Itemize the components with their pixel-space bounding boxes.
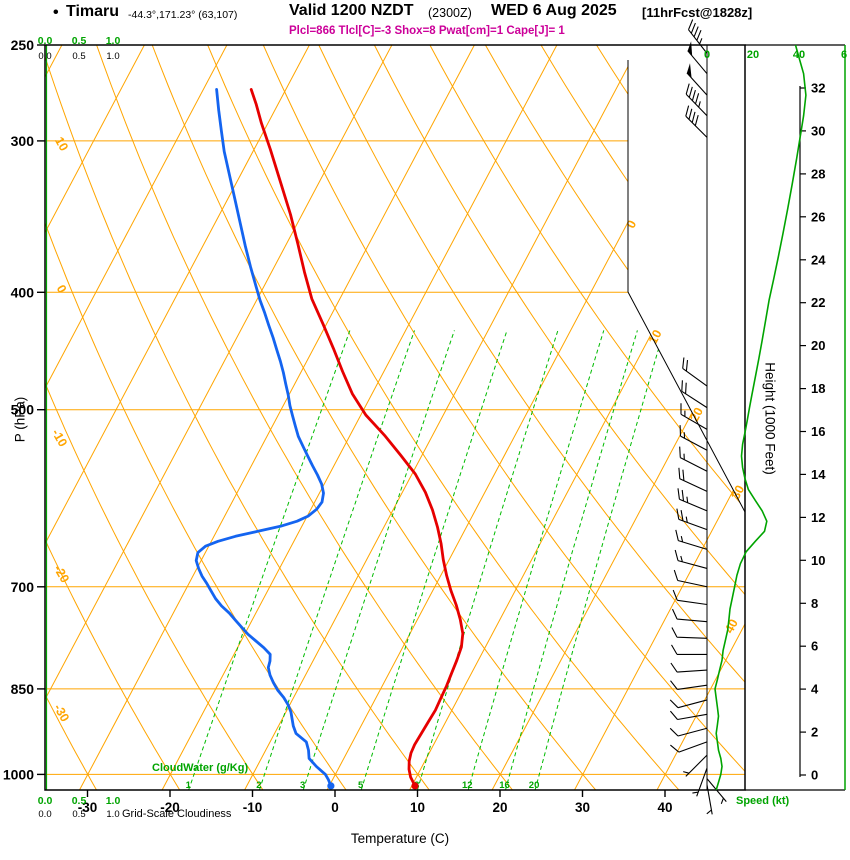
svg-text:700: 700 (11, 579, 35, 595)
valid-zulu-time: (2300Z) (428, 6, 472, 20)
svg-text:6: 6 (841, 49, 847, 61)
svg-text:-10: -10 (243, 800, 263, 815)
dewpoint-surface-dot (327, 782, 335, 790)
svg-text:0: 0 (331, 800, 339, 815)
station-coords: -44.3°,171.23° (63,107) (128, 9, 238, 21)
svg-text:1.0: 1.0 (106, 809, 119, 820)
svg-text:16: 16 (811, 424, 825, 439)
svg-text:0.0: 0.0 (38, 51, 51, 62)
svg-text:24: 24 (811, 252, 826, 267)
svg-text:30: 30 (811, 123, 825, 138)
svg-text:2: 2 (811, 725, 818, 740)
svg-text:8: 8 (811, 596, 818, 611)
svg-text:0.5: 0.5 (72, 795, 87, 807)
cloud-scales: 0.0 0.0 0.0 0.0 0.5 0.5 0.5 0.5 1.0 1.0 1.0 1.0 (38, 35, 121, 820)
temperature-axis-label: Temperature (C) (350, 831, 450, 846)
cloudiness-axis-label: Grid-Scale Cloudiness (122, 808, 232, 820)
svg-text:20: 20 (529, 780, 540, 791)
svg-text:0: 0 (624, 218, 640, 231)
plot-frame (44, 44, 746, 791)
svg-text:16: 16 (499, 780, 510, 791)
forecast-hour: [11hrFcst@1828z] (642, 5, 753, 20)
svg-text:12: 12 (462, 780, 473, 791)
valid-time: Valid 1200 NZDT (289, 2, 414, 19)
wind-speed-trace (714, 44, 807, 791)
svg-text:20: 20 (687, 405, 706, 424)
height-axis-label: Height (1000 Feet) (762, 362, 778, 475)
svg-text:30: 30 (728, 483, 747, 502)
svg-text:4: 4 (811, 682, 819, 697)
svg-text:32: 32 (811, 81, 825, 96)
svg-text:0.0: 0.0 (38, 809, 51, 820)
svg-text:40: 40 (657, 800, 672, 815)
svg-text:1: 1 (186, 780, 192, 791)
svg-text:0.5: 0.5 (72, 51, 85, 62)
svg-text:10: 10 (410, 800, 425, 815)
svg-text:20: 20 (811, 338, 825, 353)
temperature-axis: -30 -20 -10 0 10 20 30 40 (78, 790, 673, 815)
speed-axis-label: Speed (kt) (736, 795, 790, 807)
svg-text:10: 10 (52, 134, 71, 153)
svg-text:0.0: 0.0 (38, 35, 53, 47)
svg-text:850: 850 (11, 681, 35, 697)
svg-text:1.0: 1.0 (106, 795, 121, 807)
svg-text:3: 3 (300, 780, 305, 791)
svg-text:20: 20 (747, 49, 759, 61)
svg-text:10: 10 (646, 327, 665, 346)
temperature-trace (249, 88, 465, 788)
svg-text:0.5: 0.5 (72, 809, 85, 820)
svg-text:-10: -10 (49, 427, 70, 450)
svg-text:-20: -20 (160, 800, 180, 815)
svg-text:1000: 1000 (3, 766, 34, 782)
stability-indices: Plcl=866 Tlcl[C]=-3 Shox=8 Pwat[cm]=1 Ca… (289, 25, 565, 37)
svg-text:0.5: 0.5 (72, 35, 87, 47)
cloudwater-axis-label: CloudWater (g/Kg) (152, 762, 249, 774)
svg-text:0.0: 0.0 (38, 795, 53, 807)
svg-text:-30: -30 (78, 800, 98, 815)
pressure-axis-label: P (hPa) (12, 396, 28, 443)
station-name: Timaru (66, 3, 120, 20)
svg-text:40: 40 (793, 49, 805, 61)
pressure-axis: 250 300 400 500 700 850 1000 (3, 37, 45, 782)
svg-text:30: 30 (575, 800, 590, 815)
svg-text:0: 0 (54, 282, 70, 295)
svg-text:10: 10 (811, 553, 825, 568)
svg-text:400: 400 (11, 284, 35, 300)
wind-barbs (669, 19, 727, 815)
svg-text:1.0: 1.0 (106, 51, 119, 62)
dewpoint-trace (194, 88, 333, 788)
station-bullet-icon: • (53, 4, 59, 21)
svg-text:250: 250 (11, 37, 35, 53)
speed-scale: 0 20 40 6 (704, 49, 847, 61)
svg-text:18: 18 (811, 381, 825, 396)
grid-labels: 12358121620010203040100-10-20-30 (49, 134, 747, 791)
svg-text:40: 40 (722, 617, 741, 636)
temperature-surface-dot (411, 782, 419, 790)
svg-text:20: 20 (492, 800, 507, 815)
svg-text:0: 0 (704, 49, 710, 61)
valid-date: WED 6 Aug 2025 (491, 2, 617, 19)
skewt-grid (45, 45, 745, 790)
svg-text:500: 500 (11, 402, 35, 418)
svg-text:14: 14 (811, 467, 826, 482)
svg-text:6: 6 (811, 639, 818, 654)
svg-text:2: 2 (256, 780, 261, 791)
svg-text:5: 5 (358, 780, 364, 791)
svg-text:1.0: 1.0 (106, 35, 121, 47)
svg-text:12: 12 (811, 510, 825, 525)
svg-text:26: 26 (811, 209, 825, 224)
grid-boundary-line (627, 60, 746, 513)
svg-text:22: 22 (811, 295, 825, 310)
svg-text:0: 0 (811, 768, 818, 783)
svg-text:28: 28 (811, 166, 825, 181)
svg-text:300: 300 (11, 133, 35, 149)
svg-text:-30: -30 (51, 702, 72, 725)
svg-text:-20: -20 (51, 563, 72, 586)
